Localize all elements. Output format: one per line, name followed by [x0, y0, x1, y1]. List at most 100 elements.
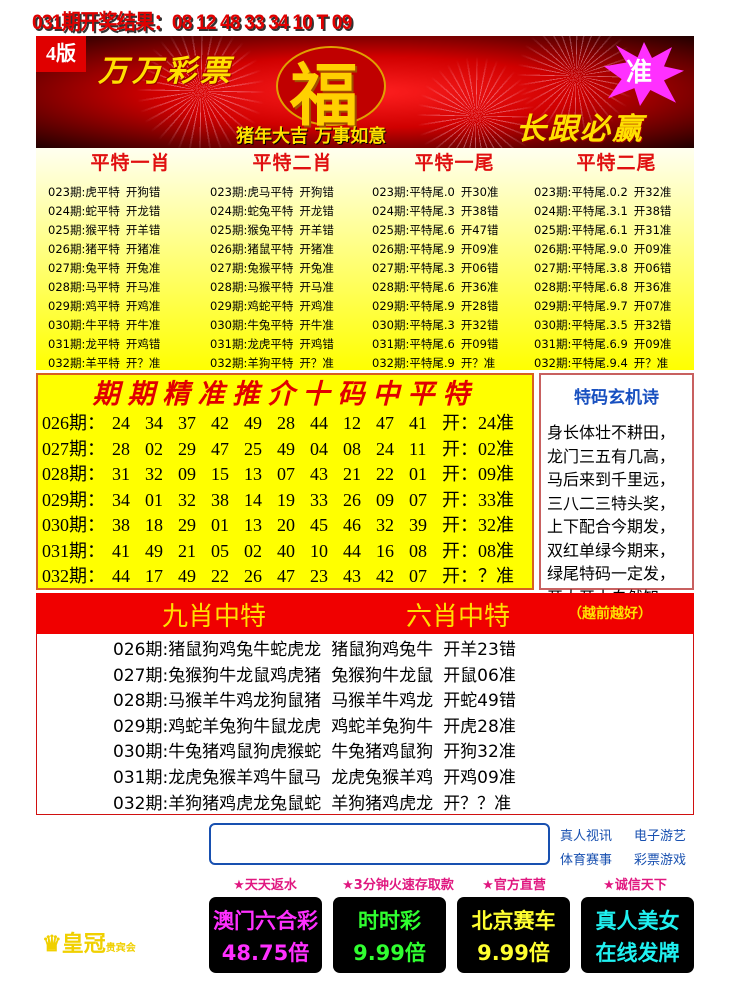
- code-number: 49: [178, 566, 196, 586]
- result: 开牛准: [299, 318, 334, 332]
- pick: 平特尾.9: [409, 242, 455, 256]
- result: 开马准: [125, 280, 161, 294]
- pick: 平特尾.3.8: [571, 261, 628, 275]
- code-number: 24: [112, 413, 130, 433]
- poem-line: 双红单绿今期来，: [547, 540, 676, 560]
- fu-character: 福: [290, 56, 359, 136]
- brand-title: 万万彩票: [98, 55, 234, 88]
- code-number: 23: [310, 566, 328, 586]
- code-number: 47: [277, 566, 295, 586]
- code-number: 40: [277, 540, 295, 561]
- result: 开蛇49错: [443, 691, 516, 712]
- pick-row: 032期:羊狗平特 开？准: [210, 354, 375, 373]
- promo-tile[interactable]: 澳门六合彩 48.75倍: [209, 897, 322, 973]
- period: 030期:: [210, 318, 248, 332]
- code-number: 32: [178, 489, 196, 510]
- pick-row: 023期:虎平特 开狗错: [48, 183, 213, 202]
- nine-pick: 马猴羊牛鸡龙狗鼠猪: [168, 691, 322, 712]
- result: 开09准: [633, 242, 672, 256]
- pick-row: 025期:猴兔平特 开羊错: [210, 221, 375, 240]
- period: 031期:: [534, 337, 572, 351]
- tile-subtitle: 9.99倍: [477, 941, 550, 965]
- pick-row: 032期:平特尾.9 开？准: [372, 354, 537, 373]
- pick: 羊平特: [85, 356, 120, 370]
- code-number: 31: [112, 464, 130, 484]
- code-number: 19: [277, 489, 295, 510]
- six-pick: 羊狗猪鸡虎龙: [331, 793, 434, 814]
- period: 024期:: [372, 204, 410, 218]
- period: 032期:: [48, 356, 86, 370]
- code-number: 09: [178, 464, 196, 484]
- pick: 龙平特: [85, 337, 120, 351]
- ad-input-box[interactable]: [209, 823, 550, 865]
- period: 023期:: [48, 185, 86, 199]
- pick: 兔平特: [85, 261, 120, 275]
- result: 开牛准: [125, 318, 161, 332]
- period: 027期：: [42, 438, 105, 459]
- fu-emblem: [276, 46, 386, 126]
- pick: 平特尾.6: [409, 223, 455, 237]
- tile-title: 时时彩: [358, 909, 421, 933]
- pick: 马猴平特: [247, 280, 294, 294]
- pick: 马平特: [85, 280, 120, 294]
- link-live-video[interactable]: 真人视讯: [560, 829, 613, 844]
- code-number: 32: [145, 464, 163, 484]
- nine-six-row: 026期:猪鼠狗鸡兔牛蛇虎龙 猪鼠狗鸡兔牛 开羊23错: [113, 638, 526, 664]
- firework-decoration: [516, 36, 636, 136]
- result: 开09错: [460, 337, 499, 351]
- period: 029期:: [372, 299, 410, 313]
- code-number: 28: [277, 413, 295, 433]
- pick-row: 027期:兔平特 开兔准: [48, 259, 213, 278]
- pick: 平特尾.6.8: [571, 280, 628, 294]
- result: 开狗错: [299, 185, 334, 199]
- code-number: 46: [343, 515, 361, 535]
- link-lottery-games[interactable]: 彩票游戏: [634, 853, 687, 868]
- tile-title: 真人美女: [595, 909, 680, 933]
- nine-six-row: 027期:兔猴狗牛龙鼠鸡虎猪 兔猴狗牛龙鼠 开鼠06准: [113, 664, 526, 690]
- promo-tag: ★3分钟火速存取款: [342, 878, 454, 893]
- result: 开狗32准: [443, 742, 516, 763]
- period: 032期:: [372, 356, 410, 370]
- result: 开07准: [633, 299, 672, 313]
- six-pick: 猪鼠狗鸡兔牛: [331, 640, 434, 660]
- ten-code-row: 029期： 34 01 32 38 14 19 33 26 09 07 开：33准: [38, 488, 532, 514]
- period: 026期:: [372, 242, 410, 256]
- result: 开31准: [633, 223, 672, 237]
- pick-row: 030期:牛平特 开牛准: [48, 316, 213, 335]
- firework-decoration: [136, 36, 266, 148]
- pick: 平特尾.6.1: [571, 223, 628, 237]
- code-number: 09: [376, 489, 394, 510]
- link-sports[interactable]: 体育赛事: [560, 853, 613, 868]
- pick-row: 024期:平特尾.3 开38错: [372, 202, 537, 221]
- code-number: 20: [277, 515, 295, 535]
- result: 开？准: [299, 356, 334, 370]
- pick-row: 029期:鸡蛇平特 开鸡准: [210, 297, 375, 316]
- pick: 猪鼠平特: [247, 242, 294, 256]
- link-e-games[interactable]: 电子游艺: [634, 829, 687, 844]
- code-number: 43: [310, 464, 328, 484]
- pick-column: 平特二尾 023期:平特尾.0.2 开32准 024期:平特尾.3.1 开38错 025期…: [534, 148, 699, 373]
- promo-tile[interactable]: 时时彩 9.99倍: [333, 897, 446, 973]
- period: 029期:: [48, 299, 86, 313]
- period: 030期:: [48, 318, 86, 332]
- period: 023期:: [372, 185, 410, 199]
- period: 027期:: [372, 261, 410, 275]
- code-number: 44: [310, 413, 328, 433]
- period: 025期:: [48, 223, 86, 237]
- code-number: 16: [376, 540, 394, 561]
- period: 029期：: [42, 489, 105, 510]
- code-number: 41: [112, 540, 130, 561]
- period: 026期：: [42, 413, 105, 433]
- code-number: 05: [211, 540, 229, 561]
- period: 032期:: [534, 356, 572, 370]
- result: 开狗错: [125, 185, 161, 199]
- nine-pick: 羊狗猪鸡虎龙兔鼠蛇: [168, 793, 322, 814]
- promo-tile[interactable]: 北京赛车 9.99倍: [457, 897, 570, 973]
- result: 开鸡准: [125, 299, 161, 313]
- pick: 虎平特: [85, 185, 120, 199]
- pick-column: 平特一肖 023期:虎平特 开狗错 024期:蛇平特 开龙错 025期:猴平特 开羊错 026…: [48, 148, 213, 373]
- code-number: 01: [211, 515, 229, 535]
- period: 030期：: [42, 515, 105, 535]
- result: 开鸡09准: [443, 768, 516, 788]
- promo-tile[interactable]: 真人美女 在线发牌: [581, 897, 694, 973]
